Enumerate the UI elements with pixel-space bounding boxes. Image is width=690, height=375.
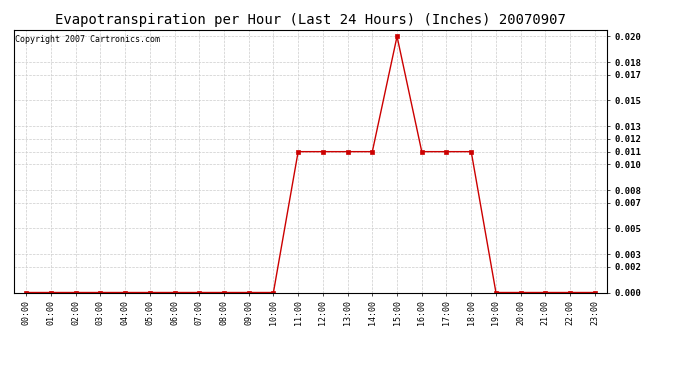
Text: Copyright 2007 Cartronics.com: Copyright 2007 Cartronics.com: [15, 35, 160, 44]
Title: Evapotranspiration per Hour (Last 24 Hours) (Inches) 20070907: Evapotranspiration per Hour (Last 24 Hou…: [55, 13, 566, 27]
